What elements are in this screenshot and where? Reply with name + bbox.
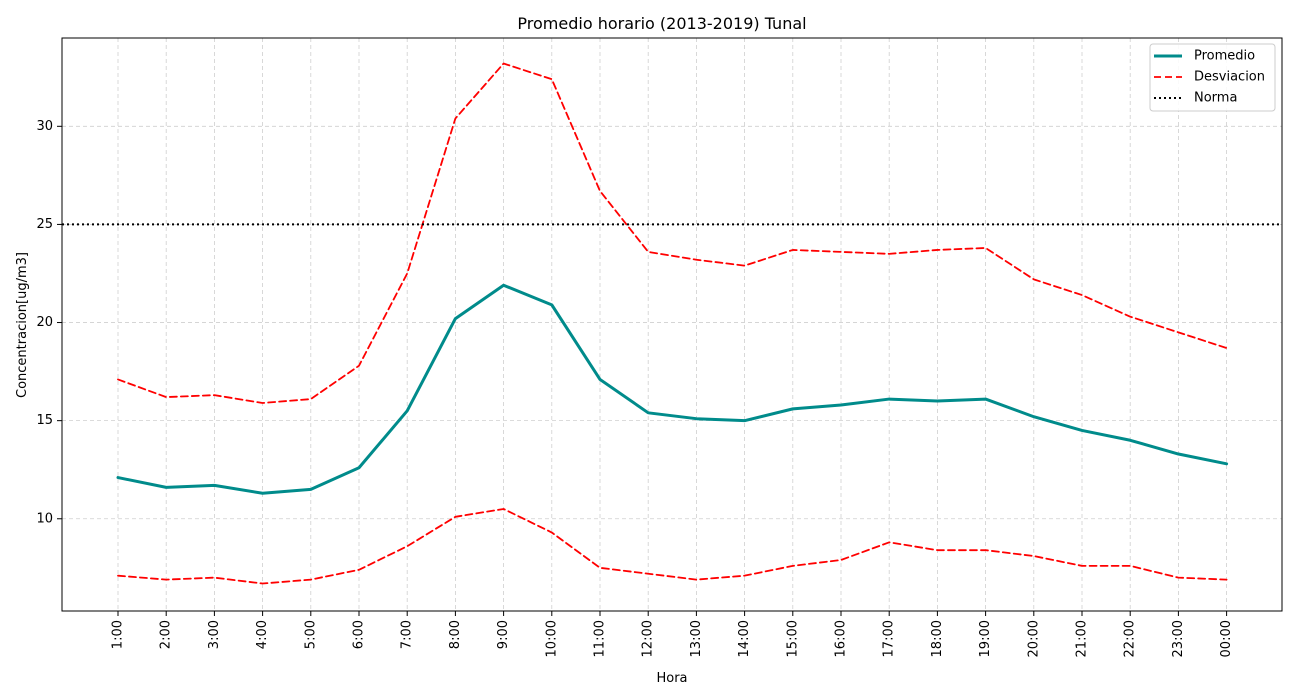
x-tick-label: 13:00 — [689, 620, 704, 657]
x-tick-label: 6:00 — [352, 620, 367, 649]
series-line-2 — [117, 508, 1228, 585]
y-tick-label: 10 — [36, 511, 53, 526]
x-tick-label: 3:00 — [207, 620, 222, 649]
legend: Promedio Desviacion Norma — [1149, 43, 1276, 112]
x-tick-label: 1:00 — [111, 620, 126, 649]
x-tick-label: 7:00 — [400, 620, 415, 649]
y-tick-label: 30 — [36, 119, 53, 134]
x-tick-label: 8:00 — [448, 620, 463, 649]
chart-title: Promedio horario (2013-2019) Tunal — [517, 14, 806, 33]
x-tick-label: 11:00 — [593, 620, 608, 657]
x-tick-label: 14:00 — [737, 620, 752, 657]
legend-box — [1149, 43, 1276, 112]
series-layer — [62, 62, 1282, 585]
x-tick-label: 20:00 — [1026, 620, 1041, 657]
x-tick-label: 4:00 — [255, 620, 270, 649]
y-tick-label: 25 — [36, 217, 53, 232]
legend-label: Desviacion — [1194, 70, 1265, 85]
grid-layer — [62, 38, 1282, 611]
x-tick-label: 10:00 — [544, 620, 559, 657]
x-tick-label: 21:00 — [1075, 620, 1090, 657]
x-tick-label: 16:00 — [834, 620, 849, 657]
plot-frame — [61, 37, 1283, 612]
x-axis-label: Hora — [656, 671, 687, 686]
x-tick-label: 18:00 — [930, 620, 945, 657]
x-tick-label: 9:00 — [496, 620, 511, 649]
x-tick-label: 5:00 — [303, 620, 318, 649]
x-tick-label: 00:00 — [1219, 620, 1234, 657]
x-tick-label: 17:00 — [882, 620, 897, 657]
legend-label: Promedio — [1194, 49, 1255, 64]
x-tick-label: 19:00 — [978, 620, 993, 657]
x-tick-label: 22:00 — [1123, 620, 1138, 657]
series-line-promedio — [116, 283, 1229, 495]
x-tick-label: 23:00 — [1171, 620, 1186, 657]
legend-label: Norma — [1194, 91, 1237, 106]
y-tick-label: 20 — [36, 315, 53, 330]
series-line-desviacion — [117, 62, 1228, 404]
x-tick-label: 2:00 — [159, 620, 174, 649]
tick-layer: 1:00 2:00 3:00 4:00 5:00 6:00 7:00 8:00 9:00 10:0… — [36, 119, 1234, 658]
y-tick-label: 15 — [36, 413, 53, 428]
y-axis-label: Concentracion[ug/m3] — [15, 252, 30, 398]
x-tick-label: 12:00 — [641, 620, 656, 657]
x-tick-label: 15:00 — [785, 620, 800, 657]
